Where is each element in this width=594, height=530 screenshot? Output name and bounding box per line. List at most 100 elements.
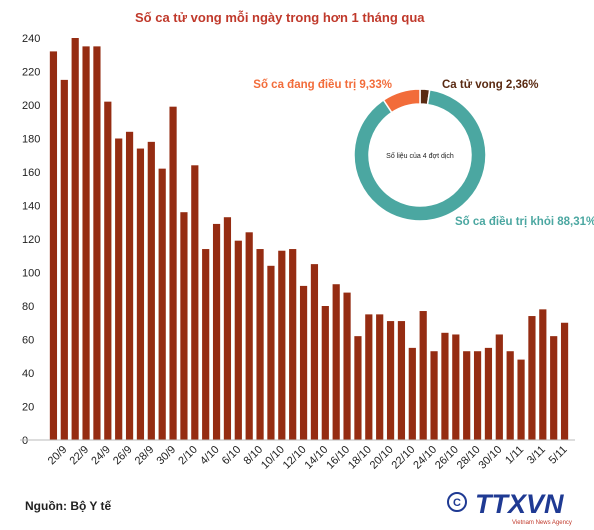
bar — [517, 359, 525, 440]
bar — [49, 51, 58, 441]
bar — [321, 306, 329, 440]
bar — [397, 321, 406, 440]
x-tick-label: 14/10 — [302, 444, 330, 472]
bar — [560, 322, 569, 440]
x-tick-label: 12/10 — [281, 444, 309, 472]
source: Nguồn: Bộ Y tế — [25, 499, 112, 513]
bar — [158, 168, 166, 440]
slice-name: Số ca điều trị khỏi — [455, 216, 554, 228]
bar — [202, 249, 210, 440]
y-tick-label: 20 — [22, 402, 34, 414]
y-tick-label: 240 — [22, 33, 40, 45]
y-tick-label: 60 — [22, 335, 34, 347]
y-tick-label: 200 — [22, 100, 40, 112]
x-tick-label: 28/10 — [455, 444, 483, 472]
bar — [245, 232, 253, 440]
logo-sub: Vietnam News Agency — [512, 520, 572, 526]
bar — [365, 314, 373, 440]
bar — [484, 347, 493, 440]
y-tick-label: 220 — [22, 67, 40, 79]
bar — [332, 284, 340, 440]
y-tick-label: 160 — [22, 167, 40, 179]
x-tick-label: 1/11 — [503, 444, 526, 467]
x-tick-label: 18/10 — [346, 444, 374, 472]
bar — [441, 332, 449, 440]
bar — [376, 314, 384, 440]
x-tick-label: 5/11 — [547, 444, 570, 467]
bar — [408, 347, 416, 440]
y-tick-label: 80 — [22, 301, 34, 313]
bar — [191, 165, 199, 441]
x-tick-label: 22/10 — [389, 444, 417, 472]
slice-name: Ca tử vong — [442, 79, 503, 91]
bar — [125, 131, 134, 441]
y-tick-label: 180 — [22, 134, 40, 146]
x-tick-label: 20/9 — [46, 444, 70, 468]
bar — [386, 321, 395, 440]
x-tick-label: 6/10 — [220, 444, 244, 468]
bar — [506, 351, 514, 440]
bar — [115, 138, 123, 440]
bar — [104, 101, 112, 441]
bar — [223, 217, 232, 440]
copyright-mark: C — [453, 497, 461, 509]
y-tick-label: 120 — [22, 234, 40, 246]
x-tick-label: 10/10 — [259, 444, 287, 472]
bar — [495, 334, 503, 440]
slice-value: 2,36% — [506, 79, 539, 91]
y-tick-label: 40 — [22, 368, 34, 380]
y-tick-label: 140 — [22, 201, 40, 213]
bar — [343, 292, 351, 440]
bar — [354, 336, 362, 440]
center-text: Số liệu của 4 đợt dịch — [386, 151, 454, 160]
slice-value: 88,31% — [557, 216, 594, 228]
bar — [452, 334, 460, 440]
x-tick-label: 26/10 — [433, 444, 461, 472]
x-tick-label: 4/10 — [198, 444, 222, 468]
donut-slice — [382, 88, 421, 114]
chart-title: Số ca tử vong mỗi ngày trong hơn 1 tháng… — [135, 10, 425, 25]
y-tick-label: 100 — [22, 268, 40, 280]
slice-name: Số ca đang điều trị — [253, 79, 356, 91]
x-tick-label: 26/9 — [111, 444, 135, 468]
bar — [278, 250, 286, 440]
bar — [550, 336, 558, 440]
slice-label: Số ca đang điều trị 9,33% — [253, 79, 392, 91]
bar — [289, 249, 297, 440]
bar — [299, 285, 308, 440]
bar — [419, 311, 427, 440]
x-tick-label: 2/10 — [176, 444, 200, 468]
bar — [463, 351, 471, 440]
bar — [430, 351, 438, 440]
bar — [93, 46, 101, 440]
bar — [539, 309, 547, 440]
y-tick-label: 0 — [22, 435, 28, 447]
bar — [310, 264, 319, 440]
x-tick-label: 28/9 — [133, 444, 157, 468]
x-tick-label: 30/10 — [476, 444, 504, 472]
bar — [60, 79, 68, 440]
x-tick-label: 20/10 — [368, 444, 396, 472]
bar — [169, 106, 177, 441]
donut-slice — [353, 88, 487, 222]
x-tick-label: 30/9 — [155, 444, 179, 468]
slice-label: Ca tử vong 2,36% — [442, 79, 539, 91]
copyright-icon — [447, 492, 467, 512]
bar — [147, 141, 155, 440]
bar — [212, 223, 221, 440]
bar — [136, 148, 145, 441]
bar — [528, 316, 536, 440]
bar — [473, 351, 482, 440]
bar — [180, 212, 188, 440]
bar — [82, 46, 90, 440]
slice-value: 9,33% — [359, 79, 392, 91]
bar — [256, 249, 264, 440]
x-tick-label: 16/10 — [324, 444, 352, 472]
slice-label: Số ca điều trị khỏi 88,31% — [455, 216, 594, 228]
x-tick-label: 24/9 — [89, 444, 113, 468]
x-tick-label: 3/11 — [525, 444, 548, 467]
logo: TTXVN — [475, 489, 564, 519]
x-tick-label: 24/10 — [411, 444, 439, 472]
bar — [234, 240, 242, 440]
